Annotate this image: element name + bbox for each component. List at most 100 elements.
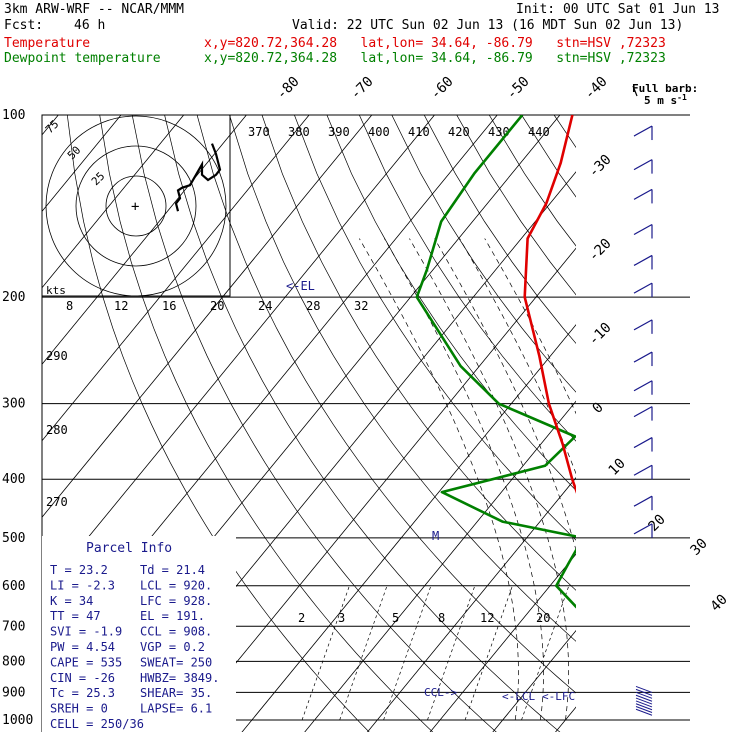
wind-barb-full bbox=[633, 351, 653, 363]
dewpoint-profile bbox=[415, 115, 576, 609]
theta-label: 420 bbox=[448, 125, 470, 139]
parcel-row-left: SREH = 0 bbox=[50, 702, 108, 716]
dry-adiabat bbox=[391, 115, 576, 393]
wind-barb-low bbox=[635, 688, 653, 696]
parcel-row-left: SVI = -1.9 bbox=[50, 625, 122, 639]
parcel-row-left: LI = -2.3 bbox=[50, 578, 115, 592]
isotherm bbox=[42, 115, 247, 365]
wind-barb-full bbox=[633, 254, 653, 266]
dry-adiabat bbox=[358, 115, 576, 442]
isotherm-label: -60 bbox=[428, 74, 457, 103]
parcel-row-left: CELL = 250/36 bbox=[50, 717, 144, 731]
pressure-label-500: 500 bbox=[2, 531, 25, 546]
hodograph-origin: + bbox=[131, 199, 139, 215]
mixing-ratio-label: 3 bbox=[338, 611, 345, 625]
pressure-label-600: 600 bbox=[2, 579, 25, 594]
legend-temperature-info: x,y=820.72,364.28 lat,lon= 34.64, -86.79… bbox=[204, 36, 666, 51]
wind-barb-full bbox=[633, 464, 653, 476]
isotherm bbox=[304, 400, 576, 732]
hodograph-ring-label: 75 bbox=[43, 118, 62, 137]
pressure-label-1000: 1000 bbox=[2, 713, 33, 728]
parcel-row-right: SHEAR= 35. bbox=[140, 686, 212, 700]
isotherm-label: -50 bbox=[504, 74, 533, 103]
hodograph-ring-label: 25 bbox=[89, 170, 108, 189]
hodograph-axis-label: 32 bbox=[354, 299, 368, 313]
parcel-row-right: LCL = 920. bbox=[140, 578, 212, 592]
pressure-label-900: 900 bbox=[2, 685, 25, 700]
moist-adiabat bbox=[434, 238, 576, 552]
pressure-label-100: 100 bbox=[2, 108, 25, 123]
hodograph-ring bbox=[45, 115, 227, 297]
hodograph-units: kts bbox=[46, 284, 66, 297]
moist-adiabat bbox=[459, 238, 576, 475]
mixing-ratio-label: 8 bbox=[438, 611, 445, 625]
moist-adiabat bbox=[409, 238, 569, 721]
dry-adiabat bbox=[716, 115, 740, 733]
isotherm-label: -80 bbox=[274, 74, 303, 103]
dry-adiabat bbox=[229, 115, 576, 642]
legend-dewpoint-name: Dewpoint temperature bbox=[4, 51, 161, 66]
mixing-ratio-label: 2 bbox=[298, 611, 305, 625]
isotherm-label: 30 bbox=[688, 536, 711, 559]
pressure-label-400: 400 bbox=[2, 472, 25, 487]
hodograph-axis-label: 8 bbox=[66, 299, 73, 313]
ccl-marker: CCL-> bbox=[424, 686, 457, 699]
dry-adiabat bbox=[196, 115, 576, 694]
dry-adiabat bbox=[651, 115, 740, 733]
wind-barb-full bbox=[633, 159, 653, 171]
lfc-marker: <-LFC bbox=[542, 690, 575, 703]
hodograph-axis-label: 12 bbox=[114, 299, 128, 313]
wind-barb-full bbox=[633, 125, 653, 137]
dry-adiabat bbox=[131, 115, 497, 732]
hodograph-axis-label: 24 bbox=[258, 299, 272, 313]
dry-adiabat bbox=[423, 115, 576, 344]
legend-dewpoint-info: x,y=820.72,364.28 lat,lon= 34.64, -86.79… bbox=[204, 51, 666, 66]
parcel-row-left: CAPE = 535 bbox=[50, 655, 122, 669]
wind-barb-full bbox=[633, 282, 653, 294]
wind-barb-full bbox=[633, 495, 653, 507]
theta-label: 410 bbox=[408, 125, 430, 139]
parcel-row-left: T = 23.2 bbox=[50, 563, 108, 577]
theta-left-label: 270 bbox=[46, 495, 68, 509]
dry-adiabat bbox=[456, 115, 576, 296]
init-time: Init: 00 UTC Sat 01 Jun 13 bbox=[516, 2, 720, 17]
dry-adiabat bbox=[684, 115, 740, 733]
isotherm bbox=[680, 102, 740, 733]
forecast-label: Fcst: bbox=[4, 18, 44, 33]
parcel-row-right: HWBZ= 3849. bbox=[140, 671, 219, 685]
theta-label: 440 bbox=[528, 125, 550, 139]
wind-barb-full bbox=[633, 523, 653, 535]
valid-time: Valid: 22 UTC Sun 02 Jun 13 (16 MDT Sun … bbox=[292, 18, 684, 33]
theta-label: 370 bbox=[248, 125, 270, 139]
isotherm bbox=[555, 706, 576, 732]
hodograph-trace bbox=[174, 143, 222, 212]
forecast-hour: 46 h bbox=[74, 18, 106, 33]
isotherm-label: -40 bbox=[582, 74, 611, 103]
pressure-label-300: 300 bbox=[2, 397, 25, 412]
theta-label: 390 bbox=[328, 125, 350, 139]
wind-barb-full bbox=[633, 319, 653, 331]
isotherm-label: 40 bbox=[708, 592, 731, 615]
isotherm bbox=[42, 115, 310, 442]
mixing-ratio-line bbox=[427, 585, 476, 721]
parcel-row-right: VGP = 0.2 bbox=[140, 640, 205, 654]
isotherm-label: -10 bbox=[586, 320, 615, 349]
wind-barb-full bbox=[633, 188, 653, 200]
pressure-label-200: 200 bbox=[2, 290, 25, 305]
isotherm bbox=[42, 115, 373, 518]
mixing-ratio-label: 12 bbox=[480, 611, 494, 625]
isotherm-label: -20 bbox=[586, 236, 615, 265]
theta-label: 380 bbox=[288, 125, 310, 139]
temperature-profile bbox=[523, 115, 576, 494]
dry-adiabat bbox=[521, 115, 576, 198]
dry-adiabat bbox=[261, 115, 576, 591]
hodograph-ring bbox=[105, 175, 167, 237]
pressure-label-700: 700 bbox=[2, 619, 25, 634]
wind-barb-low bbox=[635, 703, 653, 711]
mixing-ratio-line bbox=[383, 585, 432, 721]
wind-barb-low bbox=[635, 708, 653, 716]
isotherm-label: 10 bbox=[606, 456, 629, 479]
moist-adiabat bbox=[484, 238, 576, 415]
barb-legend-barb bbox=[632, 85, 638, 97]
